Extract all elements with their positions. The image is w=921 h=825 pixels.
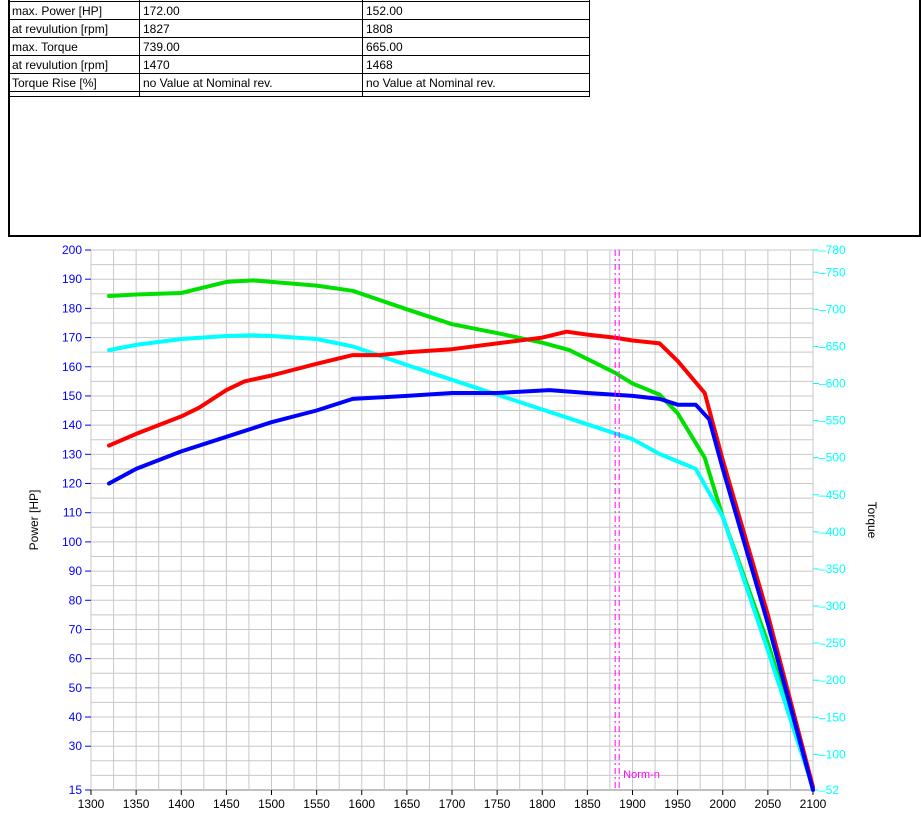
- value-b: 665.00: [362, 37, 590, 56]
- y2-tick-label: –200: [819, 673, 846, 687]
- marker-label: Norm-n: [623, 769, 660, 781]
- row-label: at revulution [rpm]: [8, 19, 140, 38]
- y-tick-label: 180: [62, 301, 82, 315]
- y2-tick-label: –750: [819, 265, 846, 279]
- report-header-frame: [8, 0, 921, 237]
- y-tick-label: 110: [63, 506, 82, 520]
- y-tick-label: 90: [69, 564, 83, 578]
- y-tick-label: 170: [62, 331, 82, 345]
- series-line: [107, 388, 815, 792]
- x-tick-label: 1400: [168, 797, 195, 811]
- y-tick-label: 140: [62, 418, 82, 432]
- x-tick-label: 2050: [755, 797, 782, 811]
- x-tick-label: 1300: [78, 797, 105, 811]
- y2-tick-label: –550: [819, 414, 846, 428]
- y-tick-label: 130: [62, 447, 82, 461]
- table-cell: [362, 91, 590, 97]
- y-tick-label: 80: [69, 593, 83, 607]
- y2-tick-label: –780: [819, 243, 846, 257]
- y-tick-label: 70: [69, 622, 83, 636]
- y2-tick-label: –300: [819, 599, 846, 613]
- series-line: [107, 278, 815, 790]
- x-tick-label: 1850: [574, 797, 601, 811]
- engine-summary-table: max. Power [HP] 172.00 152.00 at revulut…: [8, 0, 590, 97]
- y2-tick-label: –650: [819, 339, 846, 353]
- value-a: 1827: [139, 19, 363, 38]
- table-cell: [139, 91, 363, 97]
- table-row: max. Power [HP] 172.00 152.00: [8, 1, 590, 20]
- row-label: max. Power [HP]: [8, 1, 140, 20]
- y-tick-label: 100: [62, 535, 82, 549]
- y-tick-label: 50: [69, 681, 83, 695]
- x-tick-label: 1700: [439, 797, 466, 811]
- y2-tick-label: –150: [819, 710, 846, 724]
- power-torque-chart: 15 30 40 50 60 70 80 90 100 110 120 130 140 150 160 170…: [27, 243, 879, 811]
- y2-tick-label: –700: [819, 302, 846, 316]
- y-tick-label: 190: [62, 272, 82, 286]
- table-row: [8, 91, 590, 97]
- value-b: no Value at Nominal rev.: [362, 73, 590, 92]
- y2-tick-label: –100: [819, 747, 846, 761]
- x-tick-label: 1750: [484, 797, 511, 811]
- y2-tick-label: –450: [819, 488, 846, 502]
- y-tick-label: 150: [62, 389, 82, 403]
- row-label: max. Torque: [8, 37, 140, 56]
- series-lines: [107, 278, 815, 792]
- y2-tick-label: –600: [819, 377, 846, 391]
- x-tick-label: 2000: [709, 797, 736, 811]
- x-tick-label: 1550: [303, 797, 330, 811]
- value-b: 152.00: [362, 1, 590, 20]
- y-tick-label: 30: [69, 739, 83, 753]
- table-row: at revulution [rpm] 1470 1468: [8, 55, 590, 74]
- table-row: Torque Rise [%] no Value at Nominal rev.…: [8, 73, 590, 92]
- x-tick-label: 1600: [348, 797, 375, 811]
- y2-axis-title: Torque: [865, 502, 879, 539]
- x-tick-label: 1650: [394, 797, 421, 811]
- grid: [90, 249, 814, 791]
- axes: 15 30 40 50 60 70 80 90 100 110 120 130 140 150 160 170…: [62, 243, 846, 811]
- x-tick-label: 1350: [123, 797, 150, 811]
- y-tick-label: 200: [62, 243, 82, 257]
- value-a: 172.00: [139, 1, 363, 20]
- x-tick-label: 1500: [258, 797, 285, 811]
- y2-tick-label: –400: [819, 525, 846, 539]
- x-tick-label: 1450: [213, 797, 240, 811]
- x-tick-label: 2100: [800, 797, 827, 811]
- value-a: 1470: [139, 55, 363, 74]
- series-line: [107, 329, 815, 790]
- y-tick-label: 15: [69, 783, 83, 797]
- y-tick-label: 160: [62, 360, 82, 374]
- y2-tick-label: –250: [819, 636, 846, 650]
- norm-marker: Norm-n: [614, 250, 660, 790]
- y-tick-label: 120: [62, 477, 82, 491]
- x-tick-label: 1800: [529, 797, 556, 811]
- y2-tick-label: –500: [819, 451, 846, 465]
- value-b: 1808: [362, 19, 590, 38]
- y-axis-title: Power [HP]: [27, 490, 41, 551]
- value-b: 1468: [362, 55, 590, 74]
- table-row: max. Torque 739.00 665.00: [8, 37, 590, 56]
- row-label: at revulution [rpm]: [8, 55, 140, 74]
- x-tick-label: 1900: [619, 797, 646, 811]
- y2-tick-label: –350: [819, 562, 846, 576]
- series-line: [107, 333, 815, 790]
- y-tick-label: 60: [69, 652, 83, 666]
- y2-tick-label: –52: [819, 783, 839, 797]
- x-tick-label: 1950: [664, 797, 691, 811]
- y-tick-label: 40: [69, 710, 83, 724]
- table-row: at revulution [rpm] 1827 1808: [8, 19, 590, 38]
- value-a: no Value at Nominal rev.: [139, 73, 363, 92]
- table-cell: [8, 91, 140, 97]
- row-label: Torque Rise [%]: [8, 73, 140, 92]
- value-a: 739.00: [139, 37, 363, 56]
